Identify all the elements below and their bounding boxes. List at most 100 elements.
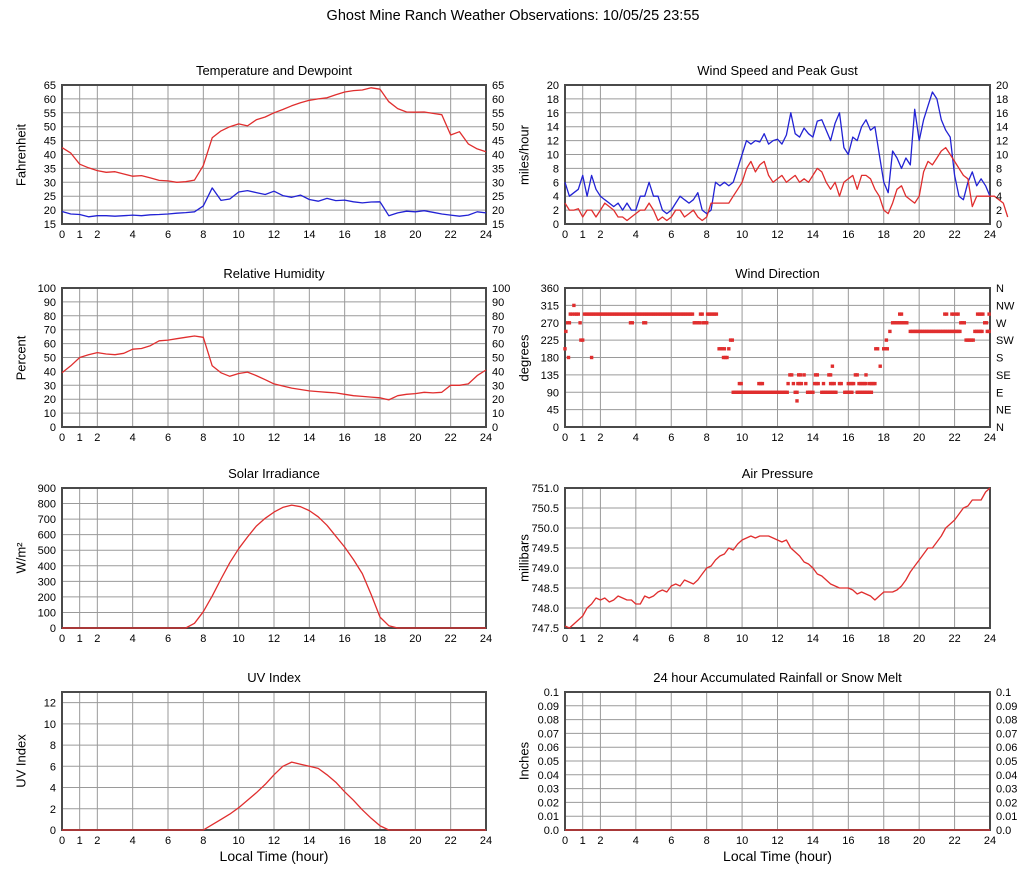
svg-text:10: 10 (233, 835, 245, 847)
svg-text:12: 12 (996, 136, 1008, 148)
svg-text:135: 135 (541, 370, 559, 382)
svg-text:0.05: 0.05 (538, 756, 559, 768)
svg-text:4: 4 (633, 835, 639, 847)
svg-text:1: 1 (580, 633, 586, 645)
svg-text:0.06: 0.06 (996, 742, 1017, 754)
svg-text:6: 6 (50, 761, 56, 773)
chart-title: Solar Irradiance (228, 466, 320, 481)
svg-text:24: 24 (480, 835, 492, 847)
svg-text:45: 45 (44, 136, 56, 148)
svg-text:50: 50 (44, 122, 56, 134)
svg-text:60: 60 (44, 94, 56, 106)
svg-text:65: 65 (492, 80, 504, 92)
svg-text:16: 16 (339, 229, 351, 241)
svg-text:14: 14 (303, 432, 315, 444)
svg-text:315: 315 (541, 300, 559, 312)
svg-text:2: 2 (553, 205, 559, 217)
svg-text:4: 4 (130, 633, 136, 645)
svg-text:35: 35 (44, 163, 56, 175)
svg-text:16: 16 (339, 835, 351, 847)
chart-title: Air Pressure (741, 466, 814, 481)
svg-text:800: 800 (38, 499, 56, 511)
svg-text:2: 2 (996, 205, 1002, 217)
svg-text:24: 24 (480, 432, 492, 444)
svg-text:65: 65 (44, 80, 56, 92)
uv-index-series (62, 761, 486, 831)
svg-text:30: 30 (492, 177, 504, 189)
svg-text:45: 45 (492, 136, 504, 148)
svg-text:18: 18 (996, 94, 1008, 106)
wind-speed-gust-series (564, 91, 991, 215)
svg-text:18: 18 (374, 432, 386, 444)
svg-text:700: 700 (38, 514, 56, 526)
svg-text:E: E (996, 387, 1003, 399)
svg-text:4: 4 (633, 633, 639, 645)
svg-text:80: 80 (492, 311, 504, 323)
svg-text:8: 8 (200, 633, 206, 645)
svg-text:6: 6 (996, 177, 1002, 189)
svg-text:0: 0 (50, 623, 56, 635)
svg-text:1: 1 (77, 633, 83, 645)
svg-text:30: 30 (492, 380, 504, 392)
svg-text:10: 10 (233, 633, 245, 645)
svg-text:8: 8 (996, 163, 1002, 175)
svg-text:25: 25 (44, 191, 56, 203)
air-pressure-plot: 0 1 2 4 6 8 10 12 14 16 18 20 22 24747.5748.0748.5749… (531, 483, 996, 645)
svg-text:40: 40 (492, 150, 504, 162)
svg-text:N: N (996, 283, 1004, 295)
svg-text:30: 30 (44, 177, 56, 189)
chart-title: UV Index (247, 670, 301, 685)
svg-text:100: 100 (38, 283, 56, 295)
svg-text:300: 300 (38, 576, 56, 588)
svg-text:22: 22 (948, 633, 960, 645)
svg-text:8: 8 (704, 432, 710, 444)
svg-text:14: 14 (303, 229, 315, 241)
svg-text:20: 20 (409, 432, 421, 444)
svg-text:70: 70 (492, 325, 504, 337)
svg-text:14: 14 (547, 122, 559, 134)
svg-text:0.01: 0.01 (538, 811, 559, 823)
air-pressure-series (564, 487, 991, 629)
svg-text:18: 18 (547, 94, 559, 106)
svg-text:748.5: 748.5 (531, 583, 559, 595)
svg-text:16: 16 (339, 432, 351, 444)
svg-text:360: 360 (541, 283, 559, 295)
svg-text:10: 10 (492, 408, 504, 420)
svg-text:8: 8 (704, 229, 710, 241)
svg-text:18: 18 (374, 633, 386, 645)
svg-text:0.07: 0.07 (996, 728, 1017, 740)
svg-text:12: 12 (771, 633, 783, 645)
svg-text:SW: SW (996, 335, 1014, 347)
svg-text:100: 100 (492, 283, 510, 295)
y-axis-label: degrees (516, 334, 532, 381)
svg-text:22: 22 (445, 432, 457, 444)
svg-text:1: 1 (580, 229, 586, 241)
svg-text:0.08: 0.08 (538, 715, 559, 727)
svg-text:W: W (996, 318, 1007, 330)
svg-text:10: 10 (996, 150, 1008, 162)
x-axis-title-right: Local Time (hour) (723, 848, 832, 864)
svg-text:6: 6 (165, 229, 171, 241)
svg-text:20: 20 (913, 835, 925, 847)
svg-text:25: 25 (492, 191, 504, 203)
svg-text:749.5: 749.5 (531, 543, 559, 555)
svg-text:2: 2 (94, 432, 100, 444)
temperature-dewpoint-series (61, 187, 487, 218)
svg-text:20: 20 (409, 633, 421, 645)
svg-text:8: 8 (200, 835, 206, 847)
svg-text:0.09: 0.09 (538, 701, 559, 713)
solar-irradiance-plot: 0 1 2 4 6 8 10 12 14 16 18 20 22 24010020030040050060… (38, 483, 492, 645)
chart-title: Wind Speed and Peak Gust (697, 63, 858, 78)
svg-text:0.04: 0.04 (538, 770, 559, 782)
svg-text:20: 20 (913, 633, 925, 645)
chart-title: Wind Direction (735, 266, 820, 281)
svg-text:1: 1 (580, 432, 586, 444)
svg-text:4: 4 (553, 191, 559, 203)
svg-text:0.02: 0.02 (538, 797, 559, 809)
